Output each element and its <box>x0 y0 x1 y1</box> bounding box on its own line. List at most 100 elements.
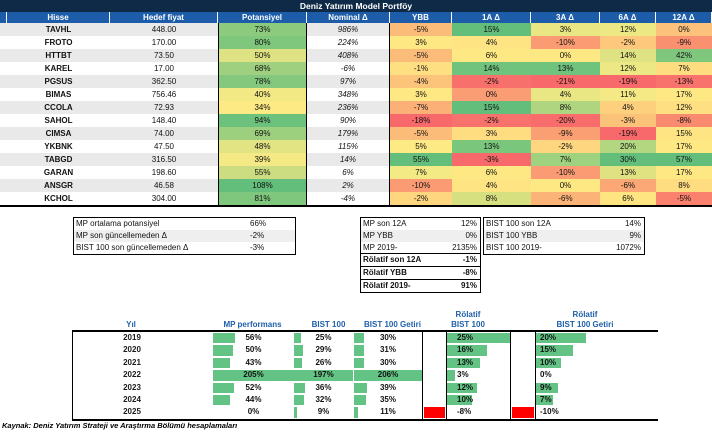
mp-cell[interactable]: 44% <box>213 394 294 406</box>
delta-heat-cell[interactable]: 8% <box>531 101 600 114</box>
delta-heat-cell[interactable]: -5% <box>656 192 712 205</box>
target-price-cell[interactable]: 72.93 <box>110 101 218 114</box>
year-cell[interactable]: 2024 <box>123 394 141 404</box>
year-cell[interactable]: 2019 <box>123 333 141 342</box>
mp-cell[interactable]: 0% <box>213 406 294 418</box>
potential-cell[interactable]: 50% <box>218 49 307 62</box>
delta-heat-cell[interactable]: 42% <box>656 49 712 62</box>
delta-heat-cell[interactable]: -6% <box>531 192 600 205</box>
ticker-cell[interactable]: YKBNK <box>7 140 110 153</box>
column-header-12a-[interactable]: 12A Δ <box>656 12 712 23</box>
delta-heat-cell[interactable]: -1% <box>390 62 452 75</box>
delta-heat-cell[interactable]: -9% <box>531 127 600 140</box>
column-header-6a-[interactable]: 6A Δ <box>600 12 656 23</box>
delta-heat-cell[interactable]: -10% <box>390 179 452 192</box>
column-header-potansiyel[interactable]: Potansiyel <box>218 12 307 23</box>
target-price-cell[interactable]: 316.50 <box>110 153 218 166</box>
target-price-cell[interactable]: 198.60 <box>110 166 218 179</box>
ticker-cell[interactable]: BIMAS <box>7 88 110 101</box>
rel-getiri-cell[interactable]: 15% <box>535 344 653 357</box>
ticker-cell[interactable]: HTTBT <box>7 49 110 62</box>
rel-getiri-cell[interactable]: 9% <box>535 381 653 394</box>
mp-cell[interactable]: 56% <box>213 332 294 344</box>
delta-heat-cell[interactable]: 17% <box>656 88 712 101</box>
delta-heat-cell[interactable]: 13% <box>600 166 656 179</box>
delta-heat-cell[interactable]: 12% <box>656 101 712 114</box>
delta-heat-cell[interactable]: -2% <box>531 140 600 153</box>
potential-cell[interactable]: 34% <box>218 101 307 114</box>
potential-cell[interactable]: 80% <box>218 36 307 49</box>
nominal-delta-cell[interactable]: 115% <box>307 140 390 153</box>
nominal-delta-cell[interactable]: -4% <box>307 192 390 205</box>
column-header-ybb[interactable]: YBB <box>390 12 452 23</box>
delta-heat-cell[interactable]: 4% <box>600 101 656 114</box>
bist-cell[interactable]: 9% <box>294 406 353 418</box>
potential-cell[interactable]: 73% <box>218 23 307 36</box>
potential-cell[interactable]: 40% <box>218 88 307 101</box>
target-price-cell[interactable]: 46.58 <box>110 179 218 192</box>
ticker-cell[interactable]: CIMSA <box>7 127 110 140</box>
delta-heat-cell[interactable]: 3% <box>390 36 452 49</box>
delta-heat-cell[interactable]: -5% <box>390 49 452 62</box>
nominal-delta-cell[interactable]: -6% <box>307 62 390 75</box>
delta-heat-cell[interactable]: 4% <box>452 179 531 192</box>
delta-heat-cell[interactable]: 8% <box>452 192 531 205</box>
nominal-delta-cell[interactable]: 408% <box>307 49 390 62</box>
ticker-cell[interactable]: PGSUS <box>7 75 110 88</box>
potential-cell[interactable]: 81% <box>218 192 307 205</box>
delta-heat-cell[interactable]: 6% <box>452 166 531 179</box>
rel-cell[interactable]: 3% <box>447 369 511 382</box>
nominal-delta-cell[interactable]: 97% <box>307 75 390 88</box>
delta-heat-cell[interactable]: -19% <box>600 127 656 140</box>
rel-cell[interactable]: 12% <box>447 381 511 394</box>
delta-heat-cell[interactable]: 15% <box>452 101 531 114</box>
delta-heat-cell[interactable]: 3% <box>390 88 452 101</box>
potential-cell[interactable]: 78% <box>218 75 307 88</box>
rel-cell[interactable]: -8% <box>447 406 511 419</box>
ticker-cell[interactable]: FROTO <box>7 36 110 49</box>
delta-heat-cell[interactable]: -18% <box>390 114 452 127</box>
nominal-delta-cell[interactable]: 179% <box>307 127 390 140</box>
potential-cell[interactable]: 69% <box>218 127 307 140</box>
delta-heat-cell[interactable]: -10% <box>531 36 600 49</box>
delta-heat-cell[interactable]: 3% <box>452 127 531 140</box>
delta-heat-cell[interactable]: 11% <box>600 88 656 101</box>
nominal-delta-cell[interactable]: 236% <box>307 101 390 114</box>
column-header-3a-[interactable]: 3A Δ <box>531 12 600 23</box>
delta-heat-cell[interactable]: -3% <box>452 153 531 166</box>
ticker-cell[interactable]: ANSGR <box>7 179 110 192</box>
ticker-cell[interactable]: TAVHL <box>7 23 110 36</box>
column-header-nominal-[interactable]: Nominal Δ <box>307 12 390 23</box>
potential-cell[interactable]: 39% <box>218 153 307 166</box>
target-price-cell[interactable]: 74.00 <box>110 127 218 140</box>
delta-heat-cell[interactable]: -7% <box>390 101 452 114</box>
potential-cell[interactable]: 94% <box>218 114 307 127</box>
column-header-1a-[interactable]: 1A Δ <box>452 12 531 23</box>
nominal-delta-cell[interactable]: 90% <box>307 114 390 127</box>
ticker-cell[interactable]: GARAN <box>7 166 110 179</box>
rel-getiri-cell[interactable]: 10% <box>535 356 653 370</box>
potential-cell[interactable]: 55% <box>218 166 307 179</box>
delta-heat-cell[interactable]: 8% <box>656 179 712 192</box>
ticker-cell[interactable]: CCOLA <box>7 101 110 114</box>
delta-heat-cell[interactable]: 17% <box>656 140 712 153</box>
delta-heat-cell[interactable]: 17% <box>656 166 712 179</box>
target-price-cell[interactable]: 148.40 <box>110 114 218 127</box>
delta-heat-cell[interactable]: 0% <box>452 88 531 101</box>
bist-cell[interactable]: 197% <box>294 369 353 381</box>
delta-heat-cell[interactable]: 7% <box>390 166 452 179</box>
delta-heat-cell[interactable]: -2% <box>452 75 531 88</box>
delta-heat-cell[interactable]: 14% <box>600 49 656 62</box>
rel-cell[interactable]: 13% <box>447 356 511 370</box>
rel-getiri-cell[interactable]: 20% <box>535 332 653 345</box>
delta-heat-cell[interactable]: -2% <box>390 192 452 205</box>
year-cell[interactable]: 2021 <box>123 357 141 367</box>
bist-getiri-cell[interactable]: 30% <box>353 332 422 345</box>
delta-heat-cell[interactable]: 57% <box>656 153 712 166</box>
delta-heat-cell[interactable]: -9% <box>656 36 712 49</box>
ticker-cell[interactable]: SAHOL <box>7 114 110 127</box>
rel-cell[interactable]: 25% <box>447 332 511 345</box>
target-price-cell[interactable]: 73.50 <box>110 49 218 62</box>
delta-heat-cell[interactable]: -5% <box>390 127 452 140</box>
target-price-cell[interactable]: 17.00 <box>110 62 218 75</box>
